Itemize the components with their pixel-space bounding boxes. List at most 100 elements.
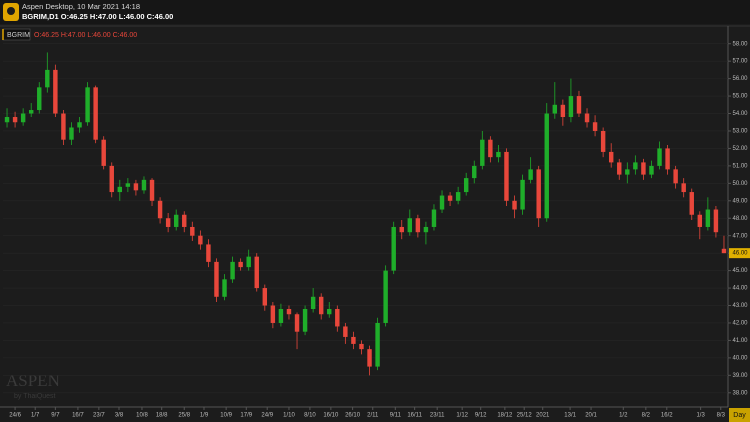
x-unit-box bbox=[729, 408, 750, 422]
x-tick-label: 18/8 bbox=[156, 413, 168, 419]
y-tick-label: 44.00 bbox=[732, 286, 748, 292]
candle-body bbox=[270, 305, 276, 323]
app-icon-mark bbox=[7, 7, 15, 15]
x-tick-label: 13/1 bbox=[564, 413, 576, 419]
candle-body bbox=[439, 195, 445, 210]
x-tick-label: 1/3 bbox=[696, 413, 705, 419]
x-tick-label: 3/8 bbox=[115, 413, 124, 419]
candle-body bbox=[222, 279, 227, 297]
candle-body bbox=[198, 235, 203, 245]
candle-body bbox=[101, 139, 106, 166]
x-tick-label: 20/1 bbox=[585, 413, 597, 419]
y-tick-label: 50.00 bbox=[732, 181, 748, 187]
y-tick-label: 47.00 bbox=[732, 233, 748, 239]
candle-body bbox=[133, 183, 139, 191]
x-tick-label: 23/7 bbox=[93, 413, 105, 419]
x-tick-label: 16/11 bbox=[407, 413, 422, 419]
candle-body bbox=[431, 209, 437, 227]
candle-body bbox=[125, 183, 131, 187]
candle-body bbox=[37, 87, 42, 111]
title-bar bbox=[0, 0, 750, 24]
x-tick-label: 18/12 bbox=[497, 413, 513, 419]
last-price-tag bbox=[729, 248, 750, 259]
candle-body bbox=[165, 218, 171, 227]
candle-body bbox=[173, 214, 179, 227]
candle-body bbox=[206, 244, 211, 262]
x-tick-label: 24/9 bbox=[261, 413, 273, 419]
candle-body bbox=[238, 261, 243, 268]
x-tick-label: 1/7 bbox=[31, 413, 40, 419]
y-tick-label: 51.00 bbox=[732, 163, 748, 169]
last-price-label: 46.00 bbox=[732, 251, 748, 257]
candle-body bbox=[463, 178, 469, 193]
candle-body bbox=[391, 226, 396, 271]
candle-body bbox=[625, 169, 630, 175]
candle-body bbox=[85, 87, 90, 123]
candle-body bbox=[576, 96, 582, 114]
y-tick-label: 40.00 bbox=[732, 355, 748, 361]
x-tick-label: 2/11 bbox=[367, 413, 379, 419]
candle-body bbox=[552, 104, 558, 114]
x-tick-label: 8/10 bbox=[304, 413, 316, 419]
candle-body bbox=[697, 214, 703, 227]
candle-body bbox=[407, 218, 413, 233]
candle-body bbox=[53, 69, 58, 114]
candle-body bbox=[665, 148, 670, 170]
candle-body bbox=[246, 256, 251, 268]
y-tick-label: 52.00 bbox=[732, 146, 748, 152]
x-tick-label: 10/8 bbox=[136, 413, 148, 419]
candle-body bbox=[528, 169, 533, 180]
candle-body bbox=[93, 87, 98, 140]
candle-body bbox=[455, 192, 461, 201]
candle-body bbox=[705, 209, 711, 227]
candle-body bbox=[641, 162, 646, 175]
candle-body bbox=[286, 309, 292, 315]
y-tick-label: 55.00 bbox=[732, 94, 748, 100]
x-tick-label: 1/12 bbox=[456, 413, 468, 419]
header-ohlc: BGRIM,D1 O:46.25 H:47.00 L:46.00 C:46.00 bbox=[22, 12, 173, 21]
candle-body bbox=[657, 148, 662, 166]
candle-body bbox=[681, 183, 686, 193]
candle-body bbox=[20, 113, 26, 123]
y-tick-label: 48.00 bbox=[732, 216, 748, 222]
x-tick-label: 16/2 bbox=[661, 413, 673, 419]
candle-body bbox=[262, 288, 268, 306]
candle-body bbox=[633, 162, 638, 170]
x-tick-label: 24/6 bbox=[9, 413, 21, 419]
candle-body bbox=[617, 162, 622, 175]
x-tick-label: 23/11 bbox=[430, 413, 445, 419]
x-tick-label: 8/3 bbox=[717, 413, 726, 419]
y-tick-label: 38.00 bbox=[732, 390, 748, 396]
x-tick-label: 25/8 bbox=[178, 413, 190, 419]
candle-body bbox=[544, 113, 549, 219]
watermark: ASPEN bbox=[6, 371, 60, 390]
candle-body bbox=[504, 151, 509, 201]
x-tick-label: 17/9 bbox=[240, 413, 252, 419]
y-tick-label: 45.00 bbox=[732, 268, 748, 274]
candle-body bbox=[214, 261, 219, 297]
candle-body bbox=[359, 343, 364, 350]
candle-body bbox=[294, 314, 300, 332]
y-tick-label: 43.00 bbox=[732, 303, 748, 309]
y-tick-label: 54.00 bbox=[732, 111, 748, 117]
candle-body bbox=[157, 200, 163, 219]
candle-body bbox=[190, 226, 195, 236]
candle-body bbox=[335, 309, 340, 327]
candle-body bbox=[536, 169, 541, 219]
candle-body bbox=[117, 186, 123, 193]
x-tick-label: 9/11 bbox=[390, 413, 402, 419]
candle-body bbox=[383, 270, 388, 323]
candle-body bbox=[496, 151, 501, 158]
x-axis-unit: Day bbox=[733, 412, 746, 419]
candle-body bbox=[4, 117, 10, 123]
candle-body bbox=[254, 256, 259, 289]
y-tick-label: 49.00 bbox=[732, 198, 748, 204]
candle-body bbox=[415, 218, 421, 233]
candle-body bbox=[69, 127, 74, 140]
x-tick-label: 25/12 bbox=[517, 413, 533, 419]
candle-body bbox=[278, 309, 284, 323]
x-tick-label: 10/9 bbox=[220, 413, 232, 419]
y-tick-label: 39.00 bbox=[732, 373, 748, 379]
candle-body bbox=[520, 179, 525, 210]
